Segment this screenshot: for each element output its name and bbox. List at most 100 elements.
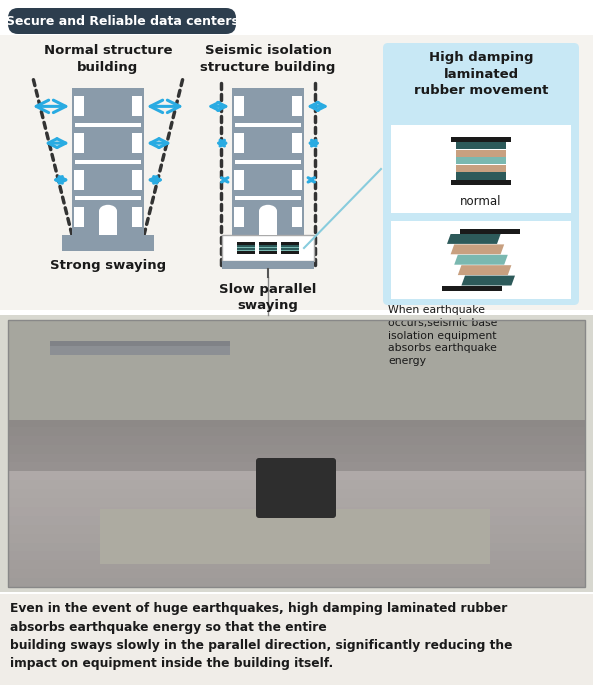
Bar xyxy=(99,211,117,235)
Bar xyxy=(259,251,277,254)
Bar xyxy=(232,88,304,235)
Polygon shape xyxy=(458,265,511,275)
Bar xyxy=(281,242,299,245)
Bar xyxy=(237,248,255,249)
Bar xyxy=(8,516,585,525)
Bar xyxy=(234,97,244,116)
Bar xyxy=(75,196,141,200)
Bar xyxy=(8,578,585,588)
Bar xyxy=(132,97,142,116)
Polygon shape xyxy=(451,245,504,254)
Bar xyxy=(292,97,302,116)
Bar xyxy=(391,125,571,213)
Text: Secure and Reliable data centers: Secure and Reliable data centers xyxy=(5,14,238,27)
Bar xyxy=(8,409,585,419)
Bar xyxy=(8,320,585,587)
Bar xyxy=(235,160,301,164)
Bar xyxy=(75,123,141,127)
Bar xyxy=(75,160,141,164)
Bar xyxy=(237,247,255,248)
Bar xyxy=(8,391,585,401)
Polygon shape xyxy=(447,234,500,244)
Bar xyxy=(8,525,585,534)
Bar xyxy=(8,551,585,561)
Bar xyxy=(259,249,277,251)
Bar xyxy=(0,35,593,310)
Bar xyxy=(237,251,255,254)
Bar xyxy=(8,507,585,516)
Bar xyxy=(8,560,585,570)
Bar xyxy=(8,489,585,499)
Bar xyxy=(234,133,244,153)
Bar xyxy=(8,329,585,339)
Bar xyxy=(74,97,84,116)
Bar xyxy=(8,471,585,481)
Bar xyxy=(50,345,230,355)
Bar xyxy=(391,221,571,299)
Bar xyxy=(50,341,230,346)
Bar xyxy=(74,206,84,227)
FancyBboxPatch shape xyxy=(256,458,336,518)
Text: High damping
laminated
rubber movement: High damping laminated rubber movement xyxy=(414,51,548,97)
Bar xyxy=(235,123,301,127)
Bar xyxy=(456,157,506,164)
Bar xyxy=(8,569,585,579)
Bar xyxy=(292,133,302,153)
Bar xyxy=(0,315,593,592)
Bar xyxy=(456,165,506,172)
Bar xyxy=(234,170,244,190)
Bar xyxy=(8,480,585,490)
Bar xyxy=(8,445,585,455)
Bar xyxy=(132,170,142,190)
Bar xyxy=(132,206,142,227)
Polygon shape xyxy=(454,255,508,264)
Bar xyxy=(281,247,299,248)
Bar xyxy=(8,418,585,428)
Bar xyxy=(237,249,255,251)
Bar xyxy=(8,364,585,375)
Bar xyxy=(259,242,277,245)
Bar xyxy=(235,196,301,200)
Bar xyxy=(281,248,299,249)
Bar xyxy=(237,245,255,247)
Ellipse shape xyxy=(259,205,277,217)
Bar xyxy=(132,133,142,153)
Bar xyxy=(460,229,520,234)
Bar xyxy=(8,498,585,508)
Bar xyxy=(8,320,585,330)
Text: Normal structure
building: Normal structure building xyxy=(44,44,172,73)
Bar xyxy=(8,382,585,393)
Bar xyxy=(259,245,277,247)
Bar xyxy=(451,137,511,142)
Text: Even in the event of huge earthquakes, high damping laminated rubber
absorbs ear: Even in the event of huge earthquakes, h… xyxy=(10,602,512,671)
Bar xyxy=(8,347,585,357)
Text: Seismic isolation
structure building: Seismic isolation structure building xyxy=(200,44,336,73)
Bar xyxy=(8,400,585,410)
Bar xyxy=(8,543,585,552)
Bar xyxy=(100,509,490,564)
Bar xyxy=(222,235,314,261)
Bar xyxy=(456,142,506,149)
Bar xyxy=(281,251,299,254)
FancyBboxPatch shape xyxy=(8,8,236,34)
Bar xyxy=(74,133,84,153)
Bar xyxy=(72,88,144,235)
Bar xyxy=(292,170,302,190)
Bar xyxy=(292,206,302,227)
Bar xyxy=(222,261,314,269)
Ellipse shape xyxy=(99,205,117,217)
Bar xyxy=(237,242,255,245)
Bar xyxy=(442,286,502,291)
Bar xyxy=(259,211,277,235)
Bar xyxy=(451,180,511,185)
Bar xyxy=(8,453,585,463)
Bar xyxy=(281,249,299,251)
FancyBboxPatch shape xyxy=(383,43,579,305)
Bar xyxy=(8,462,585,472)
Bar xyxy=(8,534,585,543)
Bar xyxy=(0,594,593,685)
Bar xyxy=(234,206,244,227)
Bar xyxy=(8,427,585,437)
Bar xyxy=(259,247,277,248)
Bar xyxy=(259,248,277,249)
